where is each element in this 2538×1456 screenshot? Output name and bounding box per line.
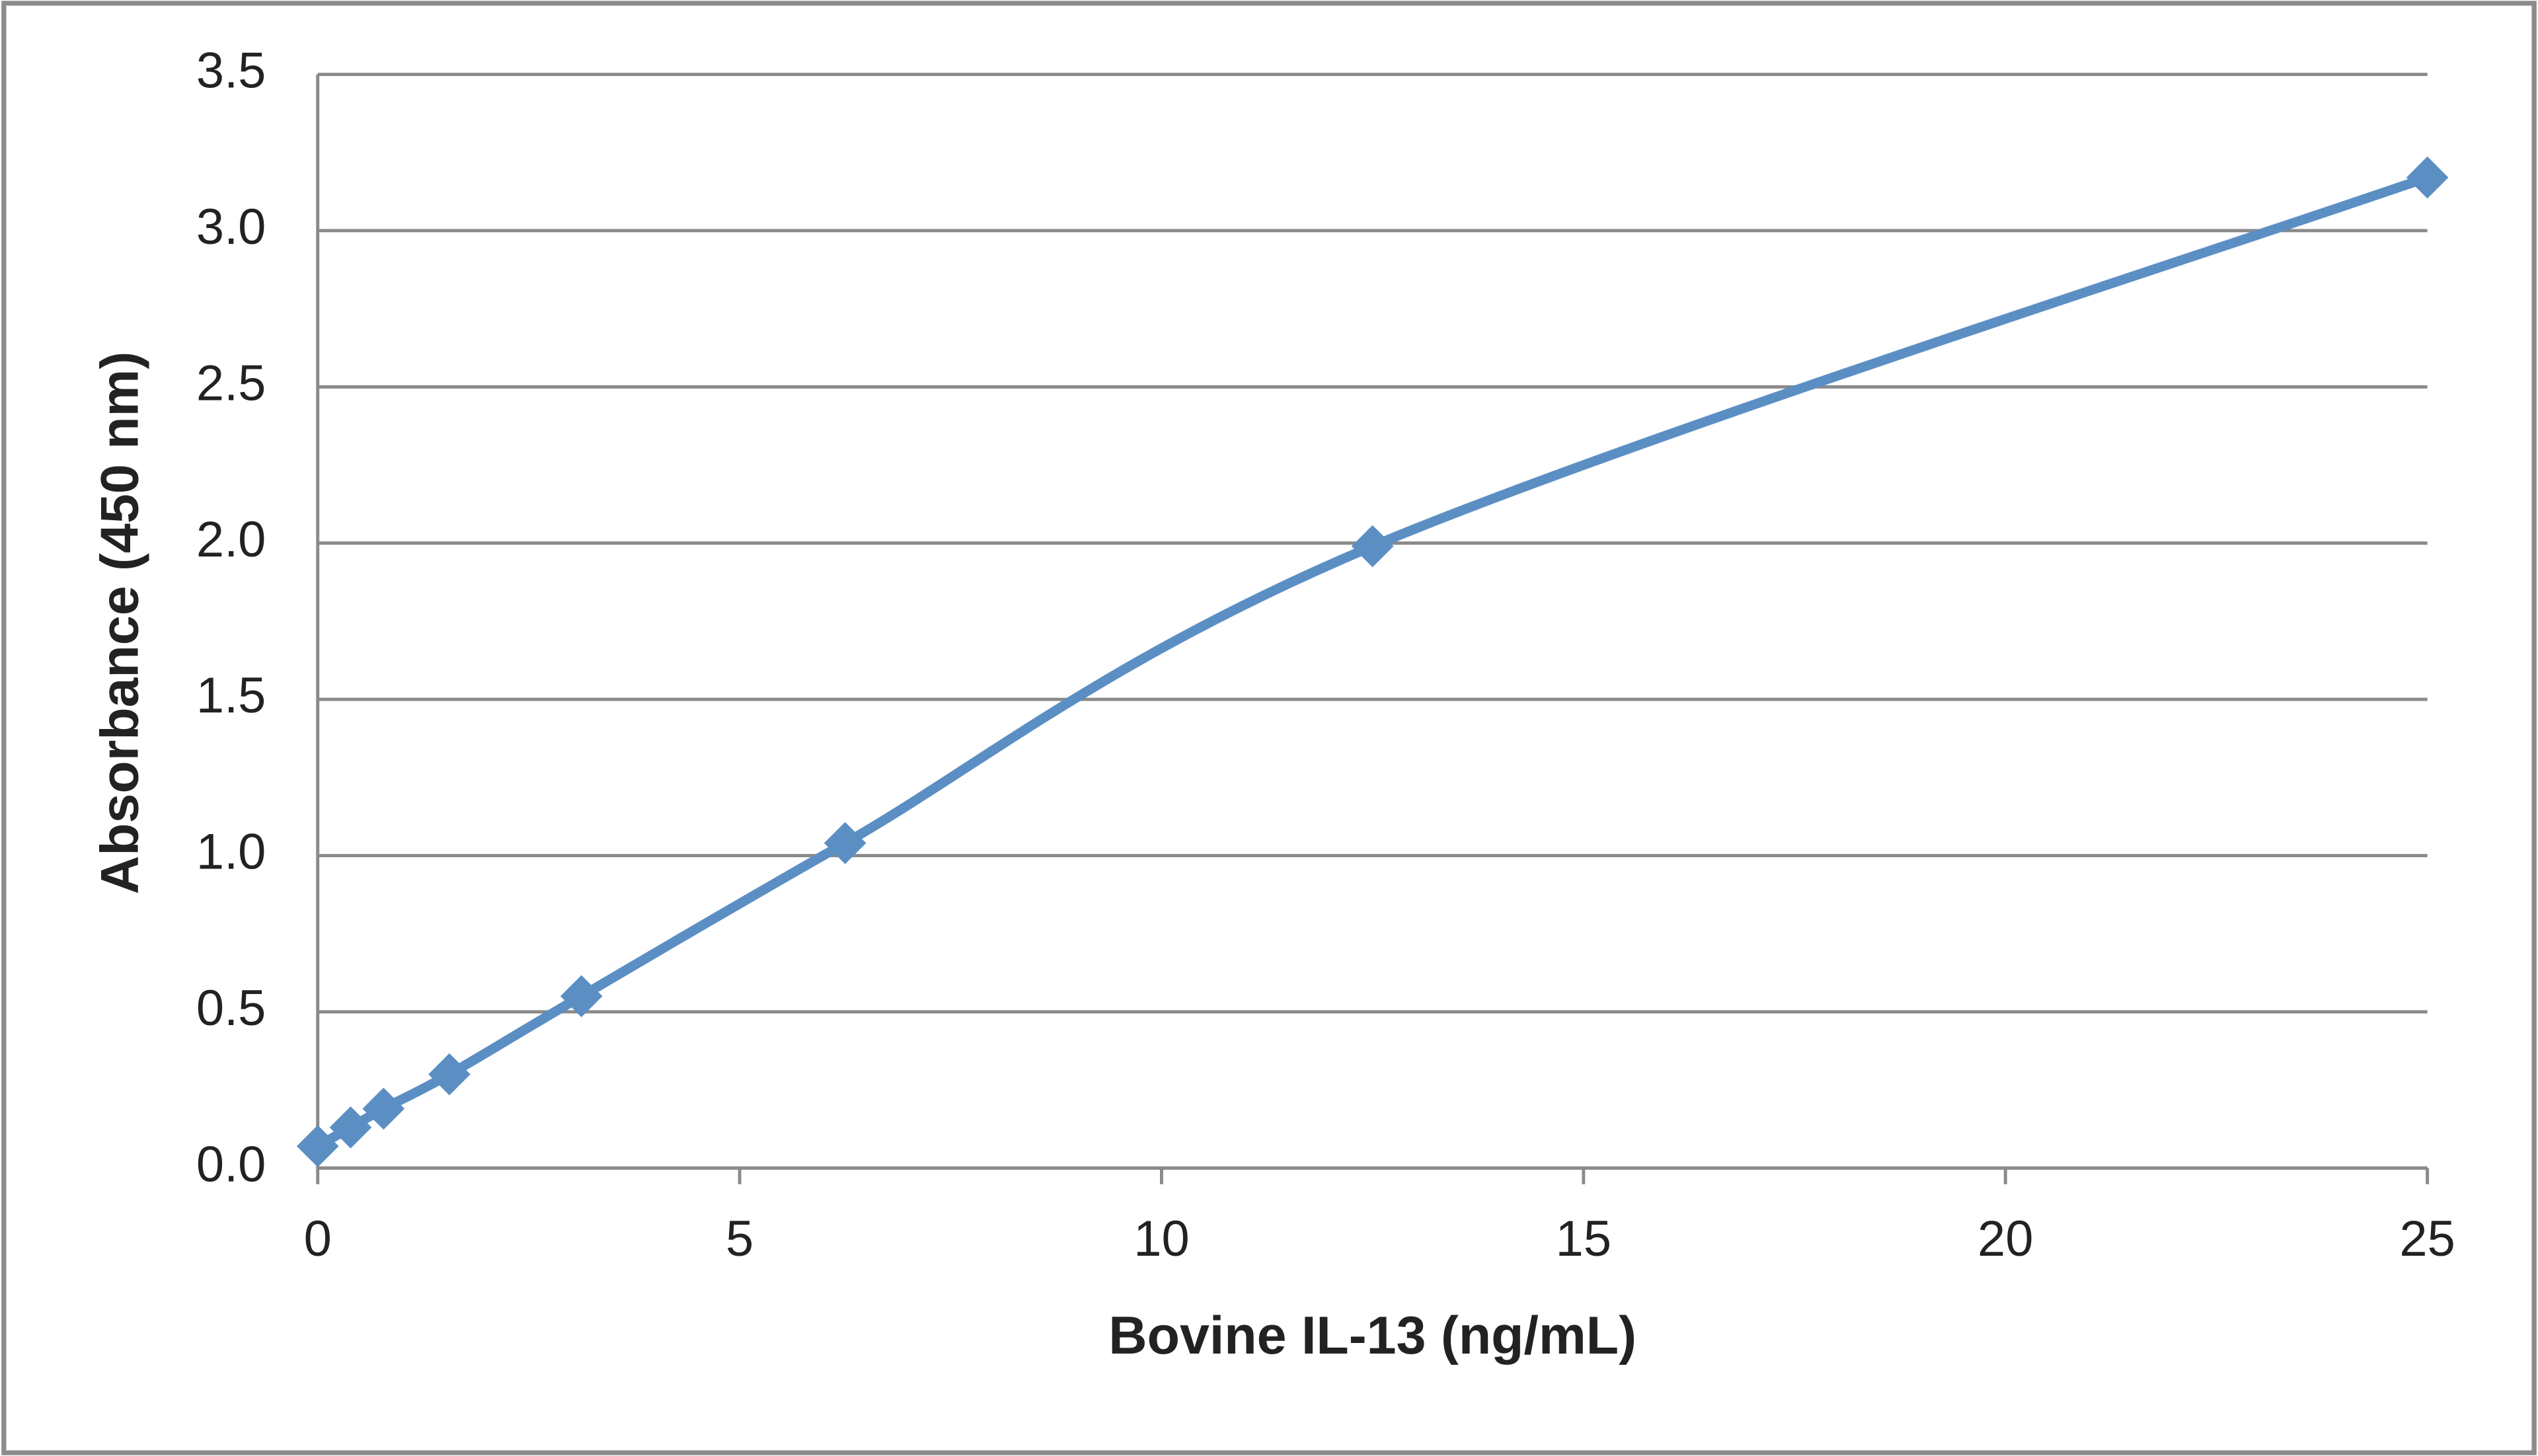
data-point bbox=[1351, 525, 1394, 568]
data-point bbox=[2406, 156, 2449, 199]
x-axis-title: Bovine IL-13 (ng/mL) bbox=[1108, 1306, 1636, 1365]
y-tick-label: 0.0 bbox=[196, 1136, 266, 1192]
x-tick-label: 25 bbox=[2399, 1211, 2455, 1267]
y-tick-label: 2.5 bbox=[196, 355, 266, 411]
data-point bbox=[824, 822, 866, 864]
x-tick-label: 5 bbox=[726, 1211, 753, 1267]
x-tick-label: 20 bbox=[1978, 1211, 2033, 1267]
y-tick-label: 3.5 bbox=[196, 43, 266, 99]
y-tick-label: 3.0 bbox=[196, 199, 266, 255]
y-tick-label: 2.0 bbox=[196, 512, 266, 568]
x-tick-label: 15 bbox=[1556, 1211, 1611, 1267]
y-tick-label: 1.0 bbox=[196, 824, 266, 880]
x-tick-label: 0 bbox=[304, 1211, 332, 1267]
y-tick-label: 1.5 bbox=[196, 668, 266, 724]
data-point bbox=[560, 975, 603, 1018]
y-tick-label: 0.5 bbox=[196, 980, 266, 1036]
data-point bbox=[428, 1053, 471, 1096]
x-tick-label: 10 bbox=[1134, 1211, 1189, 1267]
y-axis-title: Absorbance (450 nm) bbox=[90, 352, 149, 894]
data-point bbox=[329, 1106, 372, 1149]
